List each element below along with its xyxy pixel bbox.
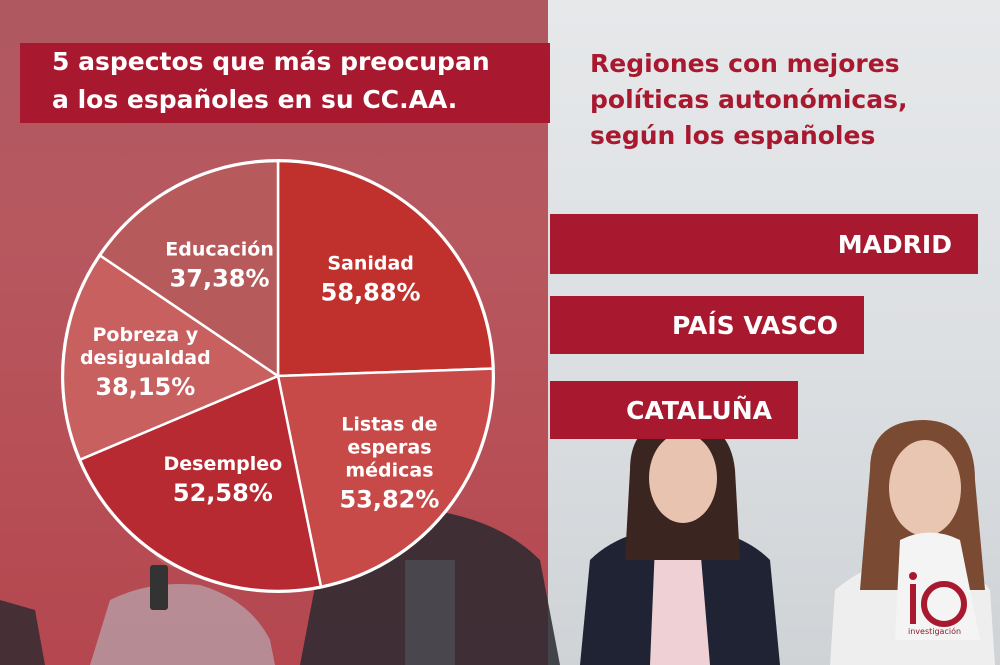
pie-slice-listas-de-esperas-m-dicas [276, 367, 495, 589]
pie-slice-name: médicas [345, 459, 433, 481]
regions-title-line2: políticas autonómicas, [590, 85, 908, 114]
region-label: CATALUÑA [626, 395, 772, 425]
chart-title-line1: 5 aspectos que más preocupan [52, 47, 490, 76]
pie-slice-pobreza-y-desigualdad [61, 253, 281, 462]
pie-slice-name: Desempleo [164, 453, 283, 475]
regions-title-line3: según los españoles [590, 121, 876, 150]
regions-title-line1: Regiones con mejores [590, 49, 900, 78]
pie-slice-name: esperas [347, 436, 431, 458]
pie-slice-value: 52,58% [173, 479, 273, 507]
pie-slice-value: 38,15% [95, 373, 195, 401]
region-bar-madrid: MADRID [550, 214, 978, 274]
region-label: MADRID [837, 229, 952, 259]
pie-slice-desempleo [78, 374, 323, 593]
pie-slice-value: 58,88% [321, 279, 421, 307]
pie-slice-name: Listas de [341, 413, 437, 435]
pie-slice-name: Pobreza y [92, 324, 198, 346]
pie-slice-value: 53,82% [339, 485, 439, 513]
title-background [20, 43, 550, 123]
chart-title: 5 aspectos que más preocupan a los españ… [52, 43, 542, 119]
region-bar-cataluna: CATALUÑA [550, 381, 798, 439]
io-logo [909, 572, 967, 627]
pie-slice-name: Educación [165, 238, 274, 260]
pie-slice-name: desigualdad [80, 347, 211, 369]
pie-slice-value: 37,38% [170, 264, 270, 292]
pie-slice-name: Sanidad [327, 253, 414, 275]
regions-title: Regiones con mejores políticas autonómic… [590, 46, 990, 154]
logo-subtitle: investigación [908, 627, 962, 636]
region-bar-pais-vasco: PAÍS VASCO [550, 296, 864, 354]
pie-slice-sanidad [276, 159, 495, 378]
region-label: PAÍS VASCO [672, 310, 838, 340]
chart-title-line2: a los españoles en su CC.AA. [52, 85, 458, 114]
pie-slice-educaci-n [98, 159, 280, 379]
